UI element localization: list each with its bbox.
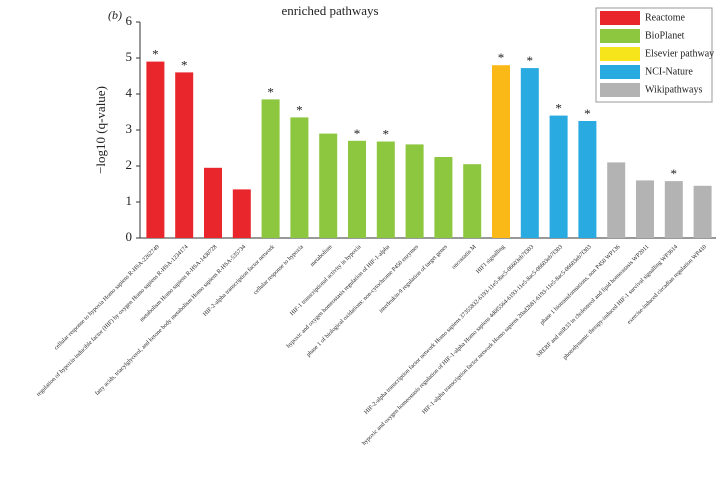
bar xyxy=(636,180,654,238)
y-tick-label: 5 xyxy=(126,49,133,64)
chart-title: enriched pathways xyxy=(281,3,378,18)
legend-swatch xyxy=(600,11,640,25)
x-tick-label: hypoxic and oxygen homeostasis regulatio… xyxy=(285,243,391,349)
y-tick-label: 0 xyxy=(126,229,133,244)
bar xyxy=(520,68,539,238)
legend-label: NCI-Nature xyxy=(645,66,693,77)
x-tick-label: photodynamic therapy-induced HIF-1 survi… xyxy=(562,244,679,361)
legend-swatch xyxy=(600,65,640,79)
legend-label: BioPlanet xyxy=(645,30,685,41)
y-axis-label: −log10 (q-value) xyxy=(93,86,108,174)
legend-swatch xyxy=(600,47,640,61)
bar xyxy=(232,189,251,238)
bar xyxy=(405,144,424,238)
bar xyxy=(204,167,222,238)
bar xyxy=(463,164,482,238)
legend-label: Elsevier pathway xyxy=(645,48,714,59)
significance-star: * xyxy=(584,106,591,121)
bar xyxy=(434,157,453,238)
bar xyxy=(492,65,510,238)
y-tick-label: 6 xyxy=(126,13,133,28)
x-tick-label: cellular response to hypoxia xyxy=(253,244,305,296)
y-tick-label: 4 xyxy=(126,85,133,100)
significance-star: * xyxy=(671,166,678,181)
significance-star: * xyxy=(267,84,274,99)
bar xyxy=(348,140,366,238)
bar xyxy=(319,133,338,238)
legend-label: Reactome xyxy=(645,12,686,23)
legend-swatch xyxy=(600,83,640,97)
significance-star: * xyxy=(527,53,534,68)
bar xyxy=(146,61,165,238)
x-tick-label: metabolism xyxy=(310,244,334,268)
significance-star: * xyxy=(181,57,188,72)
bar xyxy=(578,121,597,238)
legend-swatch xyxy=(600,29,640,43)
x-tick-label: oncostatin M xyxy=(451,244,478,271)
significance-star: * xyxy=(383,127,390,142)
bar xyxy=(549,115,568,238)
y-tick-label: 3 xyxy=(126,121,133,136)
bar xyxy=(376,141,395,238)
bar xyxy=(290,117,309,238)
x-tick-label: phase 1 of biological oxidations: non-cy… xyxy=(305,243,420,358)
bar xyxy=(607,162,626,238)
bar xyxy=(175,72,194,239)
x-tick-label: cellular response to hypoxia Homo sapien… xyxy=(54,244,161,351)
y-tick-label: 2 xyxy=(126,157,133,172)
significance-star: * xyxy=(354,126,361,141)
panel-label: (b) xyxy=(108,8,122,22)
bar xyxy=(693,185,712,238)
x-tick-label: HIF1 signalling xyxy=(475,244,506,275)
significance-star: * xyxy=(555,101,562,116)
bar xyxy=(261,99,280,239)
significance-star: * xyxy=(498,50,505,65)
legend-label: Wikipathways xyxy=(645,84,702,95)
bar xyxy=(664,181,683,238)
y-tick-label: 1 xyxy=(126,193,133,208)
significance-star: * xyxy=(296,102,303,117)
significance-star: * xyxy=(152,47,159,62)
x-tick-label: SREBF and miR33 in cholesterol and lipid… xyxy=(536,244,651,359)
